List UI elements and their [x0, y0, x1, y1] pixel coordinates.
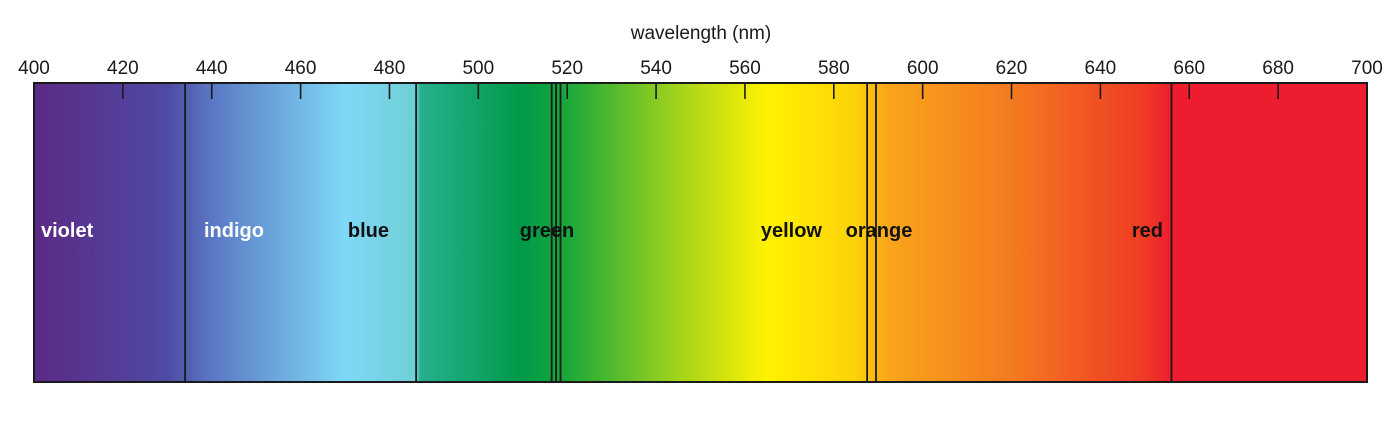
tick-labels: 400 420 440 460 480 500 520 540 560 580 600 620 640 6…	[18, 58, 1383, 79]
spectrum-frame	[33, 82, 1368, 383]
tick-marks	[122, 83, 1279, 99]
tick-label: 520	[551, 58, 583, 79]
tick-label: 500	[462, 58, 494, 79]
tick-label: 400	[18, 58, 50, 79]
tick-label: 480	[374, 58, 406, 79]
tick-label: 700	[1351, 58, 1383, 79]
band-label-green: green	[520, 220, 574, 242]
tick-label: 620	[996, 58, 1028, 79]
tick-label: 420	[107, 58, 139, 79]
band-label-red: red	[1132, 220, 1163, 242]
band-label-yellow: yellow	[761, 220, 823, 242]
tick-label: 440	[196, 58, 228, 79]
tick-label: 460	[285, 58, 317, 79]
band-label-violet: violet	[41, 220, 94, 242]
band-label-indigo: indigo	[204, 220, 264, 242]
tick-label: 660	[1173, 58, 1205, 79]
tick-label: 540	[640, 58, 672, 79]
tick-label: 640	[1085, 58, 1117, 79]
band-label-orange: orange	[846, 220, 913, 242]
tick-label: 680	[1262, 58, 1294, 79]
band-labels: violet indigo blue green yellow orange red	[41, 220, 1163, 242]
band-label-blue: blue	[348, 220, 389, 242]
band-boundaries	[184, 83, 1173, 382]
tick-label: 600	[907, 58, 939, 79]
axis-title: wavelength (nm)	[630, 23, 771, 44]
tick-label: 580	[818, 58, 850, 79]
spectrum-bar	[34, 83, 1367, 382]
tick-label: 560	[729, 58, 761, 79]
